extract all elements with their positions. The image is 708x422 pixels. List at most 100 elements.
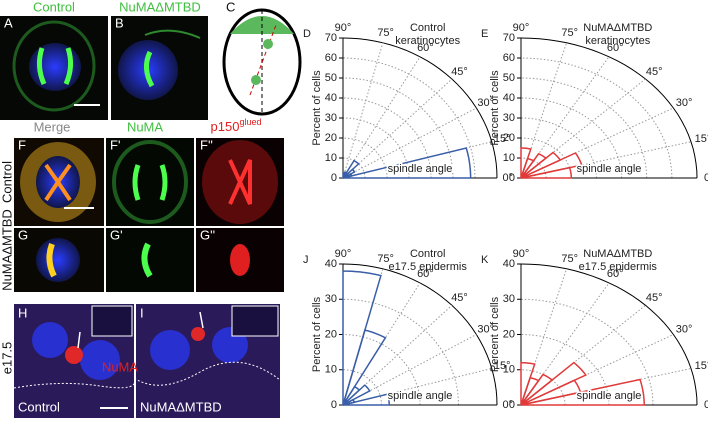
y-axis-label: Percent of cells: [311, 70, 323, 146]
angle-tick-label: 60°: [417, 42, 434, 54]
wedge: [520, 373, 554, 406]
y-tick-label: 0: [509, 399, 515, 411]
wedge: [342, 270, 382, 406]
chart-title: Control: [410, 22, 445, 34]
panel-letter: J: [303, 254, 309, 266]
y-tick-label: 20: [325, 132, 337, 144]
panel-letter: G: [18, 227, 28, 242]
wedge: [520, 377, 540, 406]
panel-letter: I: [140, 305, 144, 320]
angle-tick-label: 45°: [646, 292, 663, 304]
wedge: [342, 385, 361, 406]
y-tick-label: 10: [503, 364, 515, 376]
angle-tick-label: 0°: [704, 399, 708, 411]
y-tick-label: 30: [503, 293, 515, 305]
x-axis-label: spindle angle: [577, 390, 642, 402]
channel-label-sup: glued: [239, 117, 261, 127]
grid-spoke: [342, 78, 453, 179]
angle-tick-label: 0°: [503, 399, 514, 411]
wedge: [520, 152, 583, 179]
y-tick-label: 10: [503, 152, 515, 164]
micrograph-row-4: H I NuMA Control NuMAΔMTBD e17.5: [0, 304, 281, 418]
angle-tick-label: 90°: [335, 22, 352, 34]
micrograph-row-3: G G' G'' NuMAΔMTBD: [0, 209, 284, 292]
channel-label-main: p150: [211, 119, 240, 134]
panel-label: Control: [33, 0, 75, 14]
outer-arc: [520, 37, 698, 179]
panel-letter: D: [303, 28, 311, 40]
wedge: [520, 166, 573, 179]
grid-spoke: [342, 56, 421, 179]
chart-title: e17.5 epidermis: [389, 261, 468, 273]
grid-spoke: [342, 42, 384, 179]
grid-arc: [342, 57, 476, 179]
y-tick-label: 50: [325, 72, 337, 84]
wedge: [342, 393, 390, 406]
panel-label: NuMAΔMTBD: [119, 0, 201, 14]
wedge: [342, 147, 472, 179]
grid-spoke: [520, 42, 568, 179]
wedge: [520, 151, 562, 179]
panel-letter: H: [18, 305, 27, 320]
x-axis-label: spindle angle: [388, 163, 453, 175]
channel-label: Merge: [34, 119, 71, 134]
angle-tick-label: 60°: [417, 268, 434, 280]
grid-spoke: [520, 268, 568, 406]
y-tick-label: 30: [325, 112, 337, 124]
y-axis-label: Percent of cells: [489, 296, 501, 372]
panel-letter: A: [4, 15, 13, 30]
grid-arc: [520, 117, 597, 179]
angle-tick-label: 60°: [607, 42, 624, 54]
y-tick-label: 40: [503, 92, 515, 104]
x-axis-label: spindle angle: [577, 163, 642, 175]
panel-letter: G': [110, 227, 123, 242]
y-tick-label: 40: [503, 258, 515, 270]
row-label: NuMAΔMTBD: [0, 209, 14, 291]
grid-spoke: [342, 282, 421, 406]
chart-title: keratinocytes: [395, 35, 460, 47]
x-axis-label: spindle angle: [388, 390, 453, 402]
angle-tick-label: 75°: [377, 253, 394, 265]
grid-arc: [343, 369, 382, 406]
angle-tick-label: 60°: [607, 268, 624, 280]
panel-label: NuMAΔMTBD: [140, 399, 222, 414]
chart-title: NuMAΔMTBD: [583, 248, 652, 260]
y-tick-label: 60: [325, 52, 337, 64]
y-axis-label: Percent of cells: [311, 296, 323, 372]
angle-tick-label: 15°: [494, 360, 511, 372]
chart-title: NuMAΔMTBD: [583, 22, 652, 34]
grid-arc: [520, 57, 673, 179]
panel-letter: K: [481, 254, 489, 266]
y-axis-label: Percent of cells: [489, 70, 501, 146]
row-label: Control: [0, 161, 14, 203]
panel-letter: G'': [200, 227, 215, 242]
angle-tick-label: 30°: [676, 323, 693, 335]
y-tick-label: 30: [325, 293, 337, 305]
wedge: [520, 378, 645, 406]
y-tick-label: 20: [325, 328, 337, 340]
y-tick-label: 10: [325, 152, 337, 164]
grid-spoke: [342, 107, 477, 179]
schematic: C: [222, 0, 302, 116]
angle-tick-label: 15°: [494, 133, 511, 145]
y-tick-label: 70: [325, 32, 337, 44]
wedge: [520, 361, 588, 406]
channel-label: p150glued: [211, 117, 262, 134]
panel-label: Control: [18, 399, 60, 414]
wedge: [342, 173, 346, 179]
panel-letter: E: [481, 28, 488, 40]
outer-arc: [520, 263, 698, 406]
wedge: [342, 384, 371, 406]
y-tick-label: 50: [503, 72, 515, 84]
y-tick-label: 0: [331, 399, 337, 411]
y-tick-label: 10: [325, 364, 337, 376]
wedge: [520, 379, 582, 406]
angle-tick-label: 15°: [695, 360, 708, 372]
wedge: [342, 329, 387, 406]
angle-tick-label: 75°: [561, 253, 578, 265]
angle-tick-label: 0°: [704, 172, 708, 184]
angle-tick-label: 75°: [377, 27, 394, 39]
chart-title: e17.5 epidermis: [579, 261, 658, 273]
wedge: [520, 157, 535, 179]
